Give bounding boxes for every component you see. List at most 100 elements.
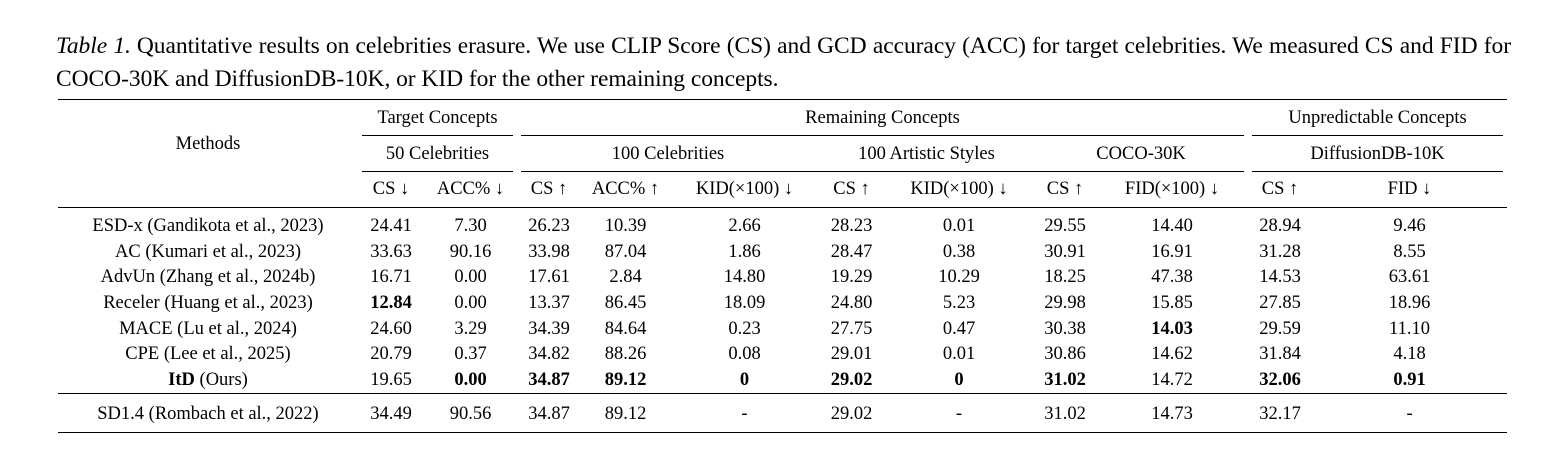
value-cell: 30.91 [1044,241,1086,262]
header-row-metrics: CS ↓ ACC% ↓ CS ↑ ACC% ↑ KID(×100) ↓ CS ↑ KID(×… [58,172,1508,208]
group-remaining-concepts: Remaining Concepts [517,100,1248,136]
value-cell: 0.38 [942,241,976,262]
value-cell: 33.98 [528,241,570,262]
value-cell: 12.84 [370,293,412,314]
table-row: ESD-x (Gandikota et al., 2023) 24.41 7.30 2… [58,208,1507,240]
method-cell: AdvUn (Zhang et al., 2024b) [100,267,316,288]
table-row: MACE (Lu et al., 2024) 24.60 3.29 34.39 84.6… [58,316,1507,342]
value-cell: 24.41 [370,216,412,237]
value-cell: 11.10 [1389,318,1430,339]
value-cell: 17.61 [528,267,570,288]
metric-header: KID(×100) ↓ [884,172,1034,208]
caption-label: Table 1. [56,33,131,59]
value-cell: 28.94 [1259,216,1301,237]
value-cell: 34.87 [528,369,570,390]
table-row: ItD (Ours) 19.65 0.00 34.87 89.12 0 29.02 0 31.0… [58,368,1507,394]
table-row: AdvUn (Zhang et al., 2024b) 16.71 0.00 17.6… [58,265,1507,291]
value-cell: 18.25 [1044,267,1086,288]
value-cell: 29.98 [1044,293,1086,314]
value-cell: 29.02 [830,369,873,390]
method-cell: Receler (Huang et al., 2023) [103,293,313,314]
metric-header: KID(×100) ↓ [670,172,819,208]
value-cell: 86.45 [604,293,647,314]
metric-header: CS ↓ [358,172,424,208]
value-cell: 31.02 [1044,369,1086,390]
value-cell: 47.38 [1151,267,1193,288]
value-cell: 0.00 [454,267,487,288]
value-cell: 0.00 [454,293,487,314]
subgroup-50-celebrities: 50 Celebrities [358,136,517,172]
value-cell: 90.56 [424,393,517,434]
value-cell: 0.08 [728,344,761,365]
value-cell: 0.01 [942,344,976,365]
table-row: SD1.4 (Rombach et al., 2022) 34.49 90.56 34… [58,393,1508,434]
metric-header: FID(×100) ↓ [1096,172,1249,208]
value-cell: 15.85 [1151,293,1193,314]
value-cell: 30.86 [1044,344,1086,365]
value-cell: 31.84 [1259,344,1301,365]
group-unpredictable-concepts: Unpredictable Concepts [1248,100,1507,136]
value-cell: 34.87 [517,393,581,434]
header-row-groups: Methods Target Concepts Remaining Concep… [58,99,1508,208]
value-cell: 34.39 [528,318,570,339]
results-table: Methods Target Concepts Remaining Concep… [58,99,1508,434]
value-cell: 28.23 [830,216,873,237]
value-cell: 14.80 [723,267,766,288]
value-cell: 89.12 [604,369,647,390]
value-cell: 24.60 [370,318,412,339]
value-cell: 26.23 [528,216,570,237]
metric-header: CS ↑ [1034,172,1096,208]
subgroup-diffusiondb-10k: DiffusionDB-10K [1248,136,1507,172]
value-cell: 18.96 [1388,293,1431,314]
table-caption: Table 1. Quantitative results on celebrit… [56,30,1511,96]
value-cell: 0 [954,369,964,390]
value-cell: 34.82 [528,344,570,365]
value-cell: 9.46 [1393,216,1426,237]
caption-text: Quantitative results on celebrities eras… [56,33,1511,92]
metric-header: ACC% ↓ [424,172,517,208]
value-cell: 32.17 [1248,393,1313,434]
value-cell: 1.86 [728,241,761,262]
value-cell: 14.73 [1096,393,1249,434]
value-cell: 0 [739,369,750,390]
table-row: CPE (Lee et al., 2025) 20.79 0.37 34.82 88.2… [58,342,1507,368]
method-cell: CPE (Lee et al., 2025) [125,344,291,365]
value-cell: 0.01 [942,216,976,237]
value-cell: 2.66 [728,216,761,237]
subgroup-coco-30k: COCO-30K [1034,136,1248,172]
value-cell: - [670,393,819,434]
subgroup-100-artistic-styles: 100 Artistic Styles [819,136,1034,172]
value-cell: 14.72 [1151,369,1193,390]
value-cell: 5.23 [942,293,976,314]
method-cell: AC (Kumari et al., 2023) [115,241,301,262]
value-cell: 14.62 [1151,344,1193,365]
value-cell: 13.37 [528,293,570,314]
value-cell: 30.38 [1044,318,1086,339]
value-cell: 20.79 [370,344,412,365]
metric-header: CS ↑ [517,172,581,208]
value-cell: 19.29 [830,267,873,288]
value-cell: 34.49 [358,393,424,434]
value-cell: 63.61 [1388,267,1431,288]
value-cell: 14.03 [1151,318,1193,339]
value-cell: 87.04 [604,241,647,262]
metric-header: CS ↑ [1248,172,1313,208]
value-cell: 88.26 [604,344,647,365]
method-cell: ItD (Ours) [168,369,248,390]
metric-header: ACC% ↑ [581,172,670,208]
value-cell: 28.47 [830,241,873,262]
value-cell: 8.55 [1393,241,1426,262]
value-cell: 14.53 [1259,267,1301,288]
method-cell: SD1.4 (Rombach et al., 2022) [58,393,358,434]
value-cell: 24.80 [830,293,873,314]
value-cell: 27.85 [1259,293,1301,314]
value-cell: - [884,393,1034,434]
value-cell: 10.39 [604,216,647,237]
value-cell: 33.63 [370,241,412,262]
value-cell: 29.55 [1044,216,1086,237]
value-cell: 3.29 [454,318,487,339]
value-cell: 32.06 [1259,369,1301,390]
value-cell: 90.16 [449,241,492,262]
value-cell: - [1312,393,1508,434]
value-cell: 84.64 [604,318,647,339]
